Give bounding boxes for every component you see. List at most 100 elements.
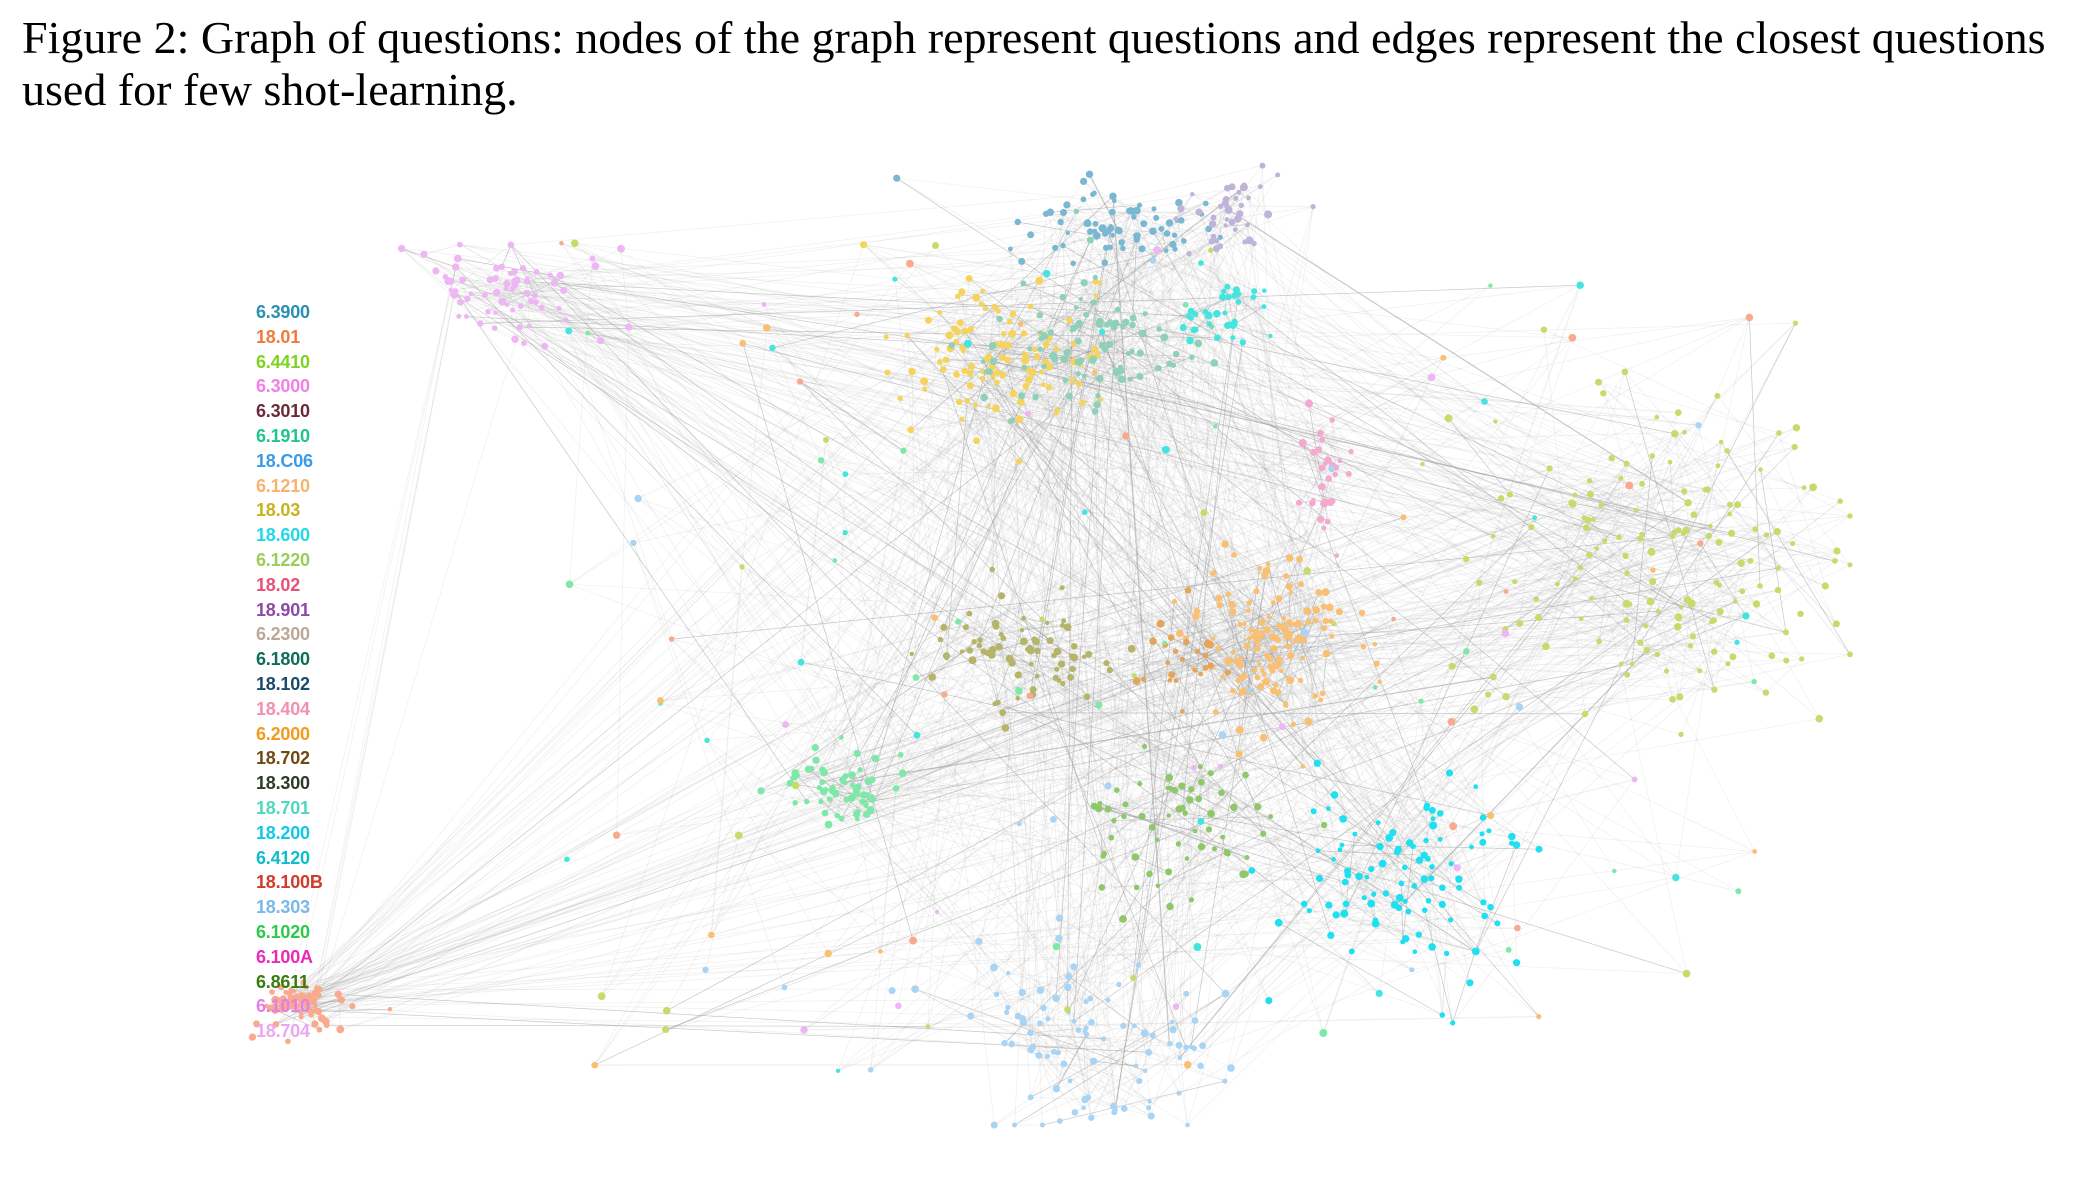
graph-edge	[903, 273, 1047, 452]
graph-edge	[467, 224, 1248, 300]
graph-node	[1231, 292, 1238, 299]
graph-edge	[616, 326, 630, 836]
graph-edge	[1228, 467, 1323, 673]
graph-node	[792, 800, 798, 806]
graph-node	[832, 789, 840, 798]
graph-edge	[1174, 601, 1540, 1017]
graph-node	[1389, 829, 1397, 837]
graph-edge	[1452, 951, 1476, 1024]
graph-node	[1275, 595, 1283, 603]
graph-edge	[931, 623, 996, 678]
graph-node	[1297, 677, 1304, 684]
graph-node	[1000, 331, 1007, 337]
graph-edge	[1627, 531, 1778, 574]
graph-node	[1681, 488, 1688, 495]
graph-edge	[1041, 371, 1673, 538]
graph-node	[511, 268, 518, 275]
graph-node	[1039, 616, 1045, 622]
graph-edge	[550, 274, 1196, 1021]
graph-edge	[1134, 1025, 1226, 1082]
graph-edge	[1170, 787, 1258, 808]
graph-edge	[1549, 468, 1590, 555]
graph-edge	[510, 193, 1093, 246]
graph-node	[316, 1026, 323, 1033]
graph-edge	[1234, 295, 1641, 643]
graph-edge	[1045, 213, 1137, 240]
graph-edge	[1026, 649, 1413, 971]
graph-node	[1114, 787, 1120, 793]
graph-node	[1156, 326, 1162, 332]
graph-node	[838, 735, 844, 740]
graph-edge	[1067, 986, 1140, 1082]
graph-edge	[1023, 282, 1159, 369]
graph-node	[1242, 771, 1249, 779]
graph-edge	[1069, 367, 1159, 397]
graph-edge	[954, 241, 1246, 330]
graph-node	[1420, 851, 1428, 859]
graph-edge	[803, 726, 1283, 1031]
graph-node	[1752, 849, 1758, 854]
graph-node	[1671, 430, 1679, 438]
graph-edge	[1192, 193, 1242, 206]
graph-node	[1036, 312, 1044, 319]
graph-node	[565, 327, 573, 335]
graph-node	[272, 1003, 279, 1010]
graph-edge	[281, 248, 1176, 1006]
graph-node	[1020, 330, 1028, 337]
graph-node	[1018, 392, 1026, 400]
graph-edge	[1756, 550, 1838, 605]
graph-edge	[1003, 213, 1240, 335]
graph-node	[1104, 782, 1112, 790]
graph-edge	[1023, 984, 1120, 1023]
graph-edge	[927, 361, 1075, 1027]
graph-edge	[1067, 441, 1722, 988]
graph-edge	[772, 209, 1132, 349]
graph-edge	[1094, 372, 1198, 948]
graph-edge	[1227, 187, 1239, 220]
graph-node	[1178, 782, 1186, 790]
graph-edge	[514, 280, 1057, 350]
graph-edge	[512, 309, 1425, 856]
graph-edge	[1010, 364, 1174, 422]
graph-edge	[969, 613, 1168, 789]
graph-node	[1185, 1122, 1190, 1128]
graph-node	[1228, 600, 1236, 609]
graph-node	[1158, 225, 1165, 232]
graph-node	[962, 624, 969, 631]
graph-edge	[1354, 625, 1647, 835]
graph-edge	[275, 1009, 320, 1031]
graph-edge	[1083, 181, 1167, 251]
graph-edge	[857, 811, 1386, 894]
graph-edge	[1538, 536, 1620, 618]
graph-edge	[1050, 504, 1738, 641]
graph-edge	[451, 280, 535, 296]
graph-edge	[303, 718, 1820, 983]
graph-edge	[633, 435, 1126, 544]
graph-edge	[982, 236, 1221, 362]
graph-edge	[1593, 322, 1796, 520]
graph-edge	[1211, 241, 1341, 462]
graph-edge	[1033, 1045, 1180, 1047]
graph-edge	[979, 645, 1483, 835]
graph-node	[1199, 1042, 1207, 1050]
graph-edge	[1156, 213, 1202, 219]
graph-edge	[1010, 420, 1286, 638]
graph-edge	[1549, 468, 1709, 537]
graph-edge	[1157, 787, 1168, 886]
graph-node	[1111, 1109, 1118, 1116]
graph-edge	[1135, 856, 1169, 873]
legend-item: 18.03	[256, 500, 301, 521]
graph-edge	[1043, 307, 1077, 367]
graph-node	[1089, 355, 1097, 364]
graph-edge	[1175, 194, 1193, 219]
graph-node	[511, 335, 519, 343]
graph-edge	[800, 661, 1198, 948]
graph-edge	[523, 342, 1400, 909]
graph-node	[1064, 983, 1072, 991]
graph-edge	[1224, 290, 1265, 314]
graph-node	[1331, 857, 1336, 862]
graph-node	[1361, 895, 1367, 901]
graph-node	[1116, 981, 1122, 988]
graph-edge	[1452, 779, 1635, 1024]
graph-node	[1682, 969, 1691, 978]
